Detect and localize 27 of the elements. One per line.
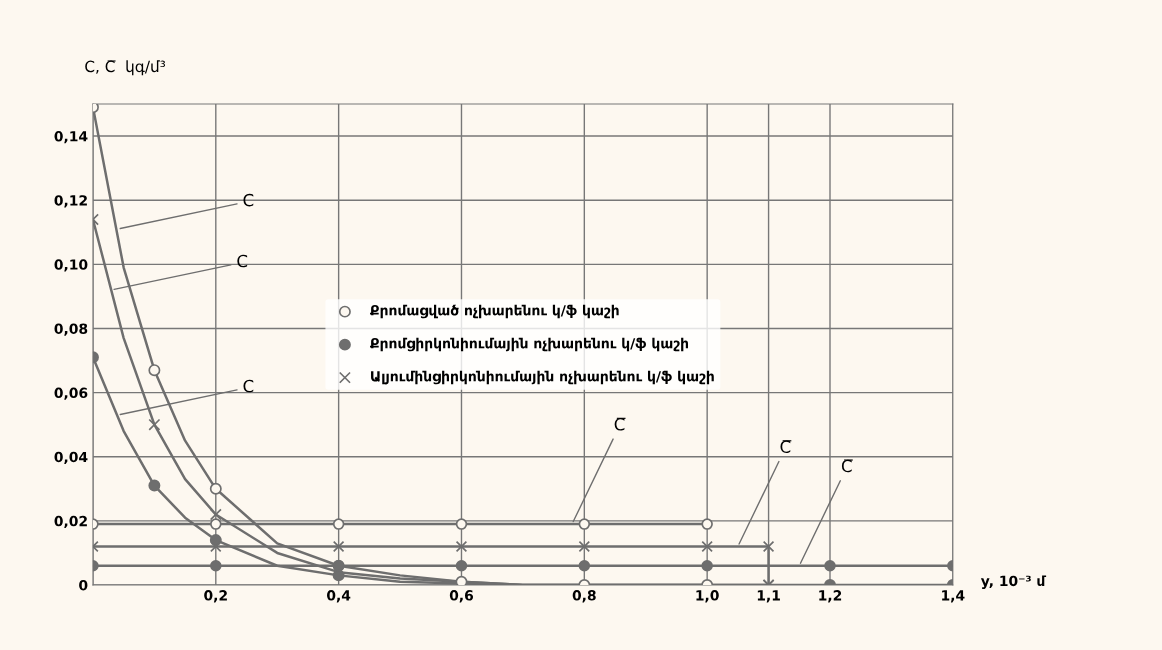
x-tick-label: 0,6 [449,590,474,603]
x-tick-label: 1,2 [819,590,842,603]
y-tick-label: 0,10 [54,259,88,272]
x-tick-label: 1,4 [942,590,965,603]
x-axis-title: y, 10⁻³ մ [980,575,1047,589]
x-tick-label: 0,2 [204,590,227,603]
legend-label: Քրոմցիրկոնիումային ոչխարենու կ/ֆ կաշի [370,337,689,352]
x-tick-label: 1,0 [696,590,719,603]
annotation: C [237,254,248,268]
x-tick-label: 1,1 [757,590,780,603]
legend-label: Քրոմացված ոչխարենու կ/ֆ կաշի [370,304,619,319]
y-tick-label: 0,14 [54,131,88,144]
y-tick-label: 0,06 [54,387,88,400]
legend-label: Ալյումինցիրկոնիումային ոչխարենու կ/ֆ կաշի [371,370,714,385]
y-tick-label: 0,08 [54,323,88,336]
x-tick-label: 0,4 [327,590,351,603]
annotation: C [243,379,254,393]
y-tick-label: 0,02 [54,515,87,529]
x-tick-label: 0,8 [572,590,596,603]
y-tick-label: 0,04 [54,451,88,464]
y-tick-label: 0,12 [54,195,87,208]
annotation: C̅ [780,440,792,454]
y-tick-label: 0 [79,579,88,591]
annotation: C̅ [841,459,853,473]
annotation: C [243,193,254,207]
annotation: C̅ [614,417,626,431]
y-axis-title: C, C̅ կգ/մ³ [85,60,166,76]
